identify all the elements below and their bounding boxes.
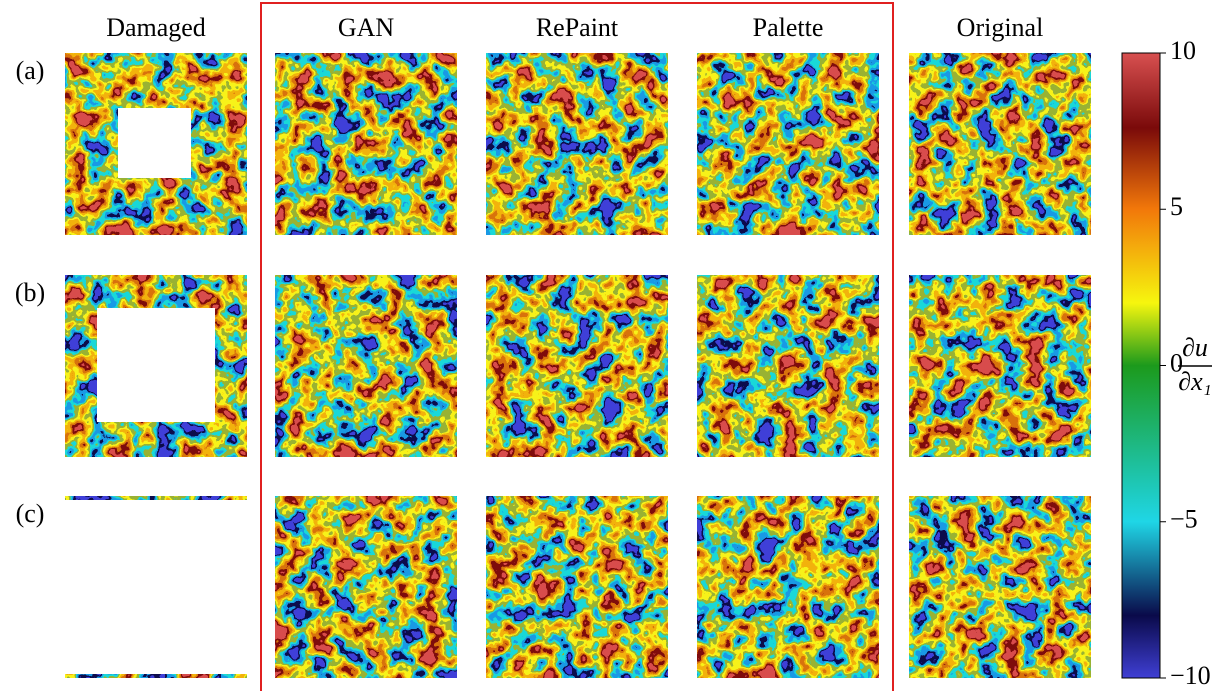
field-image (275, 496, 457, 678)
field-image (697, 53, 879, 235)
colorbar-tick-label: −10 (1170, 661, 1211, 690)
row-label: (b) (15, 278, 45, 307)
column-title: Damaged (106, 13, 206, 42)
field-image (909, 53, 1091, 235)
field-image (909, 275, 1091, 457)
column-title: RePaint (536, 13, 619, 42)
field-image (486, 496, 668, 678)
highlight-box (260, 2, 894, 691)
column-title: Palette (753, 13, 824, 42)
colorbar-label-denominator: ∂x₁ (1178, 367, 1211, 396)
row-label: (a) (16, 56, 45, 85)
mask (118, 108, 191, 178)
field-image (275, 275, 457, 457)
field-image (275, 53, 457, 235)
colorbar-tick-label: 0 (1170, 348, 1183, 377)
field-image (486, 53, 668, 235)
field-image (909, 496, 1091, 678)
field-image (697, 275, 879, 457)
colorbar-tick-label: −5 (1170, 505, 1198, 534)
colorbar-tick-label: 5 (1170, 192, 1183, 221)
mask (97, 308, 215, 422)
mask (64, 500, 248, 674)
colorbar (1121, 52, 1161, 679)
field-image (697, 496, 879, 678)
column-title: Original (957, 13, 1044, 42)
row-label: (c) (16, 499, 45, 528)
panels: Damaged GAN RePaint Palette Original (a) (b) (c… (15, 13, 1091, 678)
colorbar-tick-label: 10 (1170, 36, 1196, 65)
column-title: GAN (338, 13, 395, 42)
colorbar-label-numerator: ∂u (1182, 333, 1208, 362)
field-image (486, 275, 668, 457)
